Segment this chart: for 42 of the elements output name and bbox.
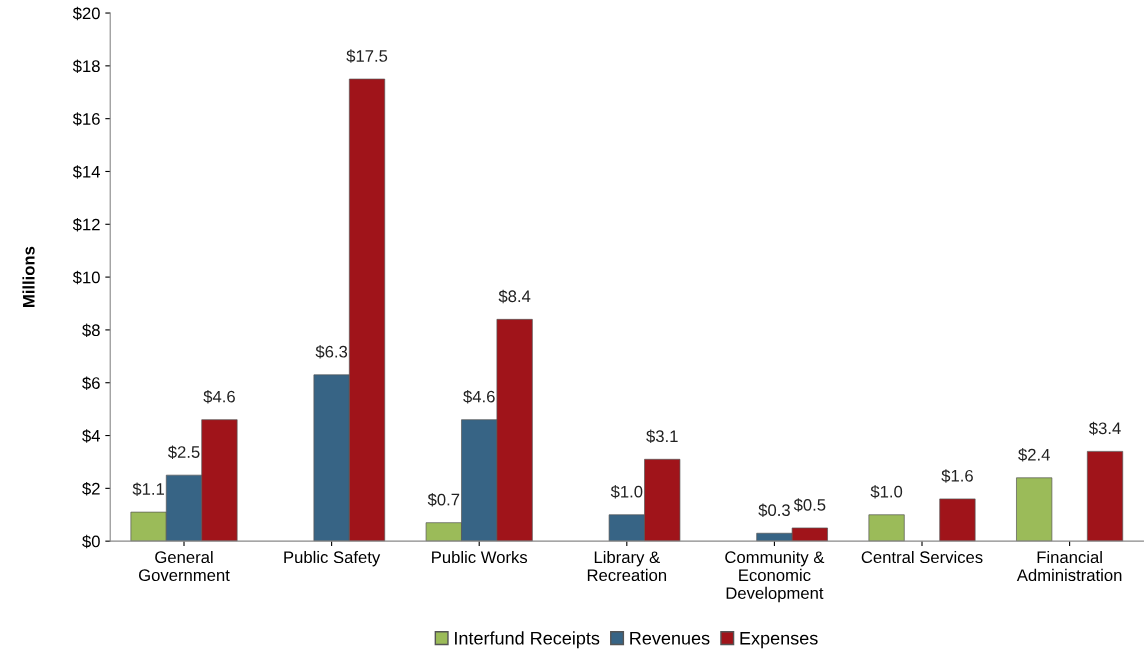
legend-label: Revenues [630, 632, 710, 645]
data-label: $1.1 [132, 482, 164, 496]
x-tick-label: Public Works [432, 550, 528, 564]
x-tick-label: General Government [139, 550, 230, 582]
y-tick-label: $0 [82, 534, 100, 549]
data-label: $2.4 [1018, 448, 1050, 462]
legend-label: Expenses [740, 632, 818, 649]
y-tick-label: $16 [72, 112, 100, 126]
y-tick-label: $18 [72, 59, 100, 74]
y-tick-label: $10 [72, 270, 100, 285]
y-tick-label: $6 [82, 376, 100, 390]
y-tick-label: $20 [72, 6, 100, 21]
x-tick-label: Library & Recreation [587, 550, 667, 582]
bar [1086, 451, 1124, 542]
data-label: $8.4 [498, 289, 531, 304]
legend-label: Interfund Receipts [455, 631, 600, 649]
x-tick-label: Central Services [861, 550, 983, 564]
y-tick-label: $2 [82, 482, 100, 496]
y-axis-title: Millions [22, 246, 35, 307]
bar [939, 498, 976, 542]
y-tick-label: $8 [82, 323, 100, 338]
data-label: $3.1 [646, 429, 678, 444]
data-label: $3.4 [1088, 421, 1121, 436]
bar [1016, 477, 1053, 542]
data-label: $4.6 [203, 390, 235, 404]
data-label: $4.6 [463, 390, 495, 404]
y-tick-label: $12 [72, 217, 100, 232]
data-label: $2.5 [167, 445, 200, 459]
x-tick-label: Community & Economic Development [725, 550, 825, 603]
data-label: $6.3 [315, 345, 348, 359]
data-label: $0.5 [793, 498, 826, 512]
data-label: $1.0 [870, 485, 903, 499]
data-label: $17.5 [346, 49, 388, 63]
data-label: $1.0 [610, 485, 643, 499]
data-label: $0.3 [758, 503, 790, 518]
y-tick-label: $14 [72, 165, 100, 179]
data-label: $0.7 [427, 492, 460, 507]
x-tick-label: Public Safety [284, 550, 381, 567]
y-tick-label: $4 [82, 429, 100, 443]
bar [868, 514, 905, 542]
x-tick-label: Financial Administration [1016, 550, 1122, 582]
data-label: $1.6 [941, 469, 973, 483]
